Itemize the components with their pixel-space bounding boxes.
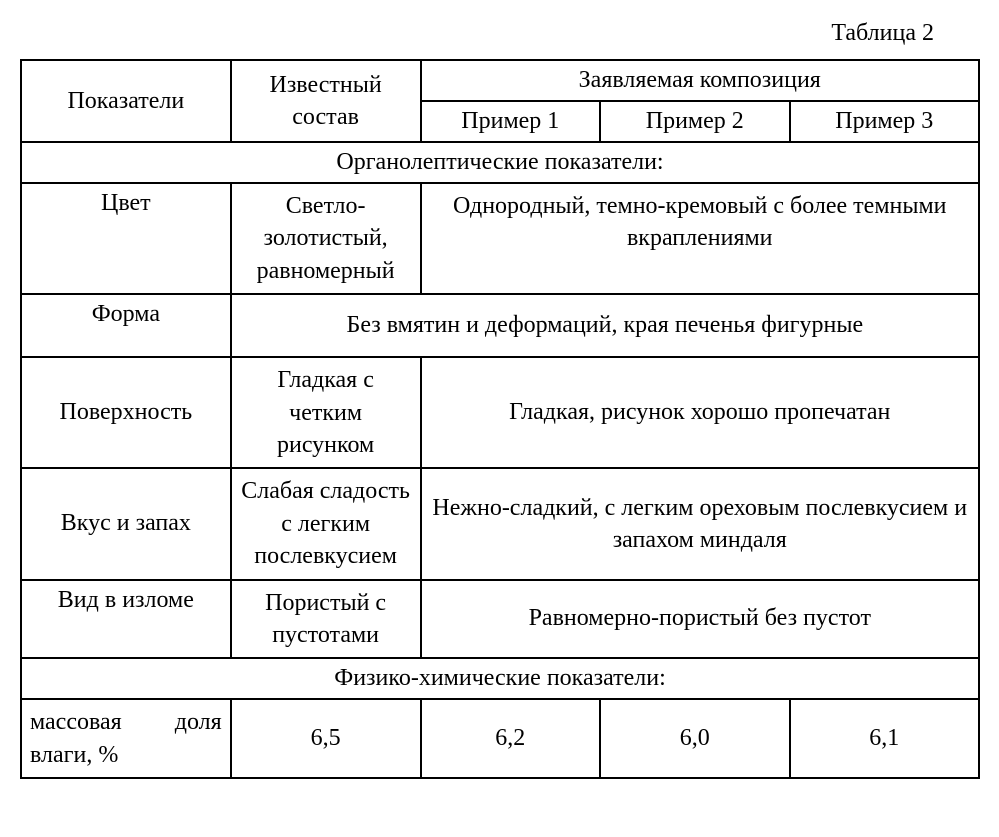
section-physchem: Физико-химические показатели: bbox=[21, 658, 979, 699]
row-taste-label: Вкус и запах bbox=[21, 468, 231, 579]
col-ex1: Пример 1 bbox=[421, 101, 601, 142]
row-fracture-label: Вид в изломе bbox=[21, 580, 231, 659]
row-moisture-known: 6,5 bbox=[231, 699, 421, 778]
row-color: Цвет Светло-золотистый, равномерный Одно… bbox=[21, 183, 979, 294]
comparison-table: Показатели Известный состав Заявляемая к… bbox=[20, 59, 980, 779]
col-known: Известный состав bbox=[231, 60, 421, 142]
row-shape-merged: Без вмятин и деформаций, края печенья фи… bbox=[231, 294, 979, 357]
row-moisture-ex1: 6,2 bbox=[421, 699, 601, 778]
header-row-1: Показатели Известный состав Заявляемая к… bbox=[21, 60, 979, 101]
section-header-organoleptic: Органолептические показатели: bbox=[21, 142, 979, 183]
col-ex2: Пример 2 bbox=[600, 101, 789, 142]
moisture-word-1: массовая bbox=[30, 706, 122, 738]
row-taste-declared: Нежно-сладкий, с легким ореховым послевк… bbox=[421, 468, 979, 579]
row-surface-declared: Гладкая, рисунок хорошо пропечатан bbox=[421, 357, 979, 468]
row-fracture: Вид в изломе Пористый с пустотами Равном… bbox=[21, 580, 979, 659]
row-taste-known: Слабая сладость с легким послевкусием bbox=[231, 468, 421, 579]
row-shape-label: Форма bbox=[21, 294, 231, 357]
row-moisture-label: массовая доля влаги, % bbox=[21, 699, 231, 778]
row-color-known: Светло-золотистый, равномерный bbox=[231, 183, 421, 294]
row-fracture-known: Пористый с пустотами bbox=[231, 580, 421, 659]
section-header-physchem: Физико-химические показатели: bbox=[21, 658, 979, 699]
col-declared: Заявляемая композиция bbox=[421, 60, 979, 101]
row-moisture-ex3: 6,1 bbox=[790, 699, 980, 778]
row-moisture-ex2: 6,0 bbox=[600, 699, 789, 778]
col-indicators: Показатели bbox=[21, 60, 231, 142]
moisture-word-3: влаги, % bbox=[30, 742, 118, 768]
row-moisture: массовая доля влаги, % 6,5 6,2 6,0 6,1 bbox=[21, 699, 979, 778]
table-caption: Таблица 2 bbox=[20, 20, 934, 47]
row-surface-label: Поверхность bbox=[21, 357, 231, 468]
row-surface-known: Гладкая с четким рисунком bbox=[231, 357, 421, 468]
row-fracture-declared: Равномерно-пористый без пустот bbox=[421, 580, 979, 659]
row-color-declared: Однородный, темно-кремовый с более темны… bbox=[421, 183, 979, 294]
section-organoleptic: Органолептические показатели: bbox=[21, 142, 979, 183]
moisture-word-2: доля bbox=[175, 706, 222, 738]
row-color-label: Цвет bbox=[21, 183, 231, 294]
row-taste: Вкус и запах Слабая сладость с легким по… bbox=[21, 468, 979, 579]
row-surface: Поверхность Гладкая с четким рисунком Гл… bbox=[21, 357, 979, 468]
row-shape: Форма Без вмятин и деформаций, края пече… bbox=[21, 294, 979, 357]
col-ex3: Пример 3 bbox=[790, 101, 980, 142]
